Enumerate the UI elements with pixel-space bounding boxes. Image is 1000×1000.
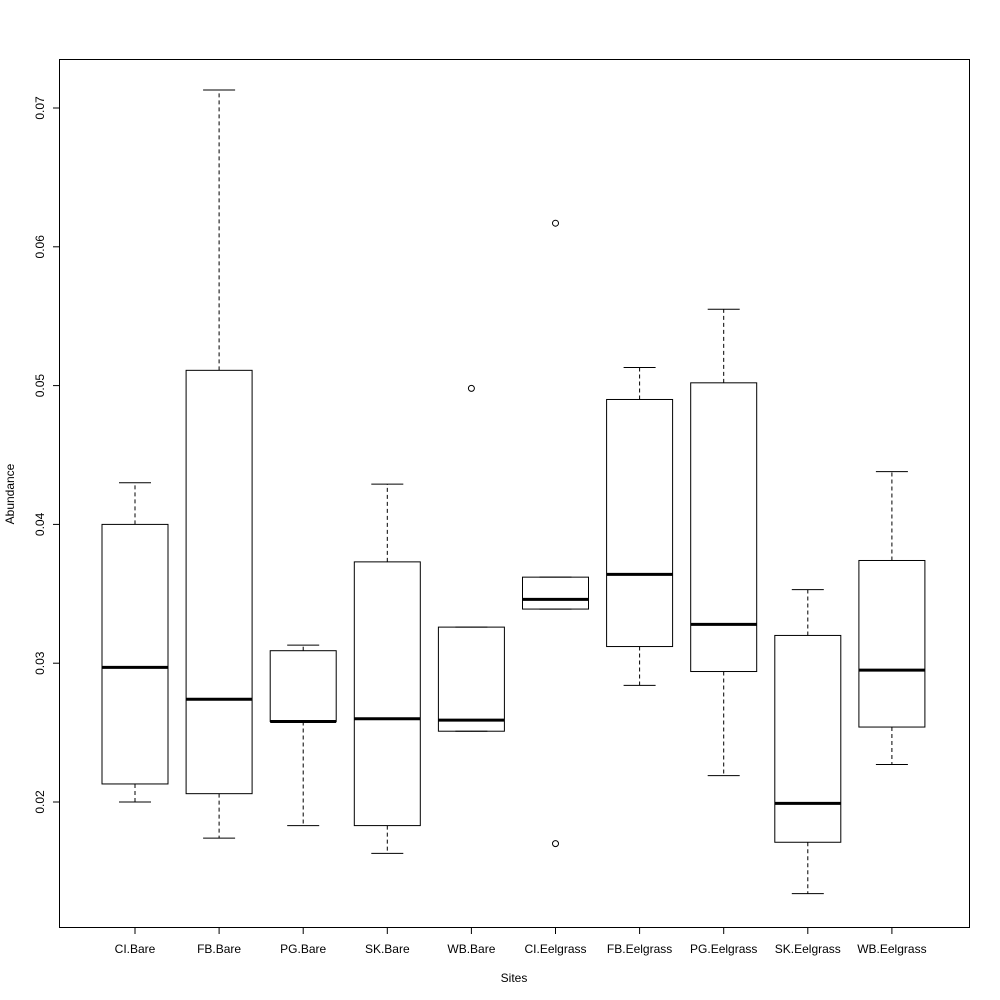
box-fb-eelgrass — [606, 367, 674, 686]
x-tick-label: PG.Eelgrass — [690, 942, 757, 956]
y-axis-label: Abundance — [3, 463, 17, 524]
box-rect — [858, 559, 926, 728]
x-tick-label: SK.Bare — [365, 942, 410, 956]
box-pg-bare — [269, 644, 337, 827]
y-axis: 0.02 0.03 0.04 0.05 0.06 0.07 — [33, 96, 60, 814]
box-rect — [690, 382, 758, 673]
x-axis-label: Sites — [501, 971, 528, 985]
box-ci-eelgrass — [522, 219, 589, 848]
box-rect — [269, 650, 337, 722]
outlier-point — [552, 219, 559, 227]
x-tick-label: WB.Eelgrass — [857, 942, 926, 956]
x-tick-label: SK.Eelgrass — [775, 942, 841, 956]
box-wb-eelgrass — [858, 471, 926, 766]
box-rect — [606, 398, 674, 648]
box-rect — [185, 369, 253, 795]
box-wb-bare — [437, 384, 505, 732]
x-tick-label: FB.Eelgrass — [607, 942, 672, 956]
outlier-point — [552, 840, 559, 848]
x-tick-label: WB.Bare — [447, 942, 495, 956]
box-rect — [101, 523, 169, 785]
x-tick-label: CI.Bare — [115, 942, 156, 956]
y-tick-label: 0.06 — [33, 235, 47, 259]
x-tick-label: PG.Bare — [280, 942, 326, 956]
box-rect — [522, 576, 589, 610]
outlier-point — [467, 384, 475, 392]
y-tick-label: 0.05 — [33, 374, 47, 398]
box-ci-bare — [101, 482, 169, 803]
y-tick-label: 0.03 — [33, 651, 47, 675]
y-tick-label: 0.02 — [33, 790, 47, 814]
box-rect — [353, 561, 421, 827]
box-rect — [774, 634, 842, 843]
x-tick-label: FB.Bare — [197, 942, 241, 956]
plot-frame — [59, 59, 970, 928]
box-rect — [437, 626, 505, 732]
box-group — [101, 89, 926, 895]
box-sk-bare — [353, 483, 421, 854]
box-fb-bare — [185, 89, 253, 839]
y-tick-label: 0.07 — [33, 96, 47, 120]
box-pg-eelgrass — [690, 308, 758, 777]
x-tick-label: CI.Eelgrass — [524, 942, 586, 956]
y-tick-label: 0.04 — [33, 512, 47, 536]
x-axis: CI.Bare FB.Bare PG.Bare SK.Bare WB.Bare CI.Ee… — [115, 927, 927, 956]
box-sk-eelgrass — [774, 589, 842, 895]
